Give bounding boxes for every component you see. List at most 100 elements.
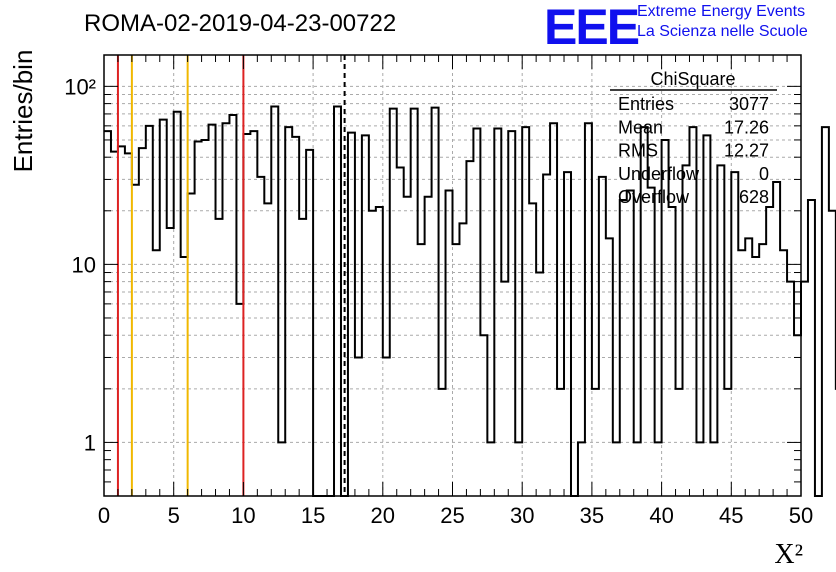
- histogram-bin: [780, 250, 787, 496]
- stats-value: 12.27: [724, 141, 769, 161]
- y-axis-label: Entries/bin: [8, 50, 38, 173]
- x-tick-label: 20: [371, 503, 395, 528]
- histogram-bin: [404, 197, 411, 496]
- logo-mark: EEE: [544, 0, 640, 55]
- histogram-bin: [634, 442, 641, 496]
- stats-label: RMS: [618, 141, 658, 161]
- reference-lines: [116, 55, 346, 496]
- x-tick-label: 50: [789, 503, 813, 528]
- x-tick-label: 5: [168, 503, 180, 528]
- histogram-bin: [773, 182, 780, 496]
- x-tick-label: 40: [649, 503, 673, 528]
- histogram-bin: [752, 257, 759, 496]
- histogram-bin: [348, 133, 355, 496]
- histogram-outline: [104, 105, 836, 497]
- histogram-bin: [111, 152, 118, 496]
- stats-label: Mean: [618, 117, 663, 137]
- histogram-bin: [250, 131, 257, 496]
- histogram-bin: [390, 109, 397, 496]
- histogram-bin: [432, 108, 439, 496]
- histogram-bin: [229, 115, 236, 496]
- histogram-bin: [167, 228, 174, 496]
- histogram-bin: [515, 442, 522, 496]
- histogram-bins: [104, 105, 836, 497]
- histogram-bin: [466, 161, 473, 496]
- histogram-bin: [153, 250, 160, 496]
- histogram-bin: [425, 197, 432, 496]
- logo-line-2: La Scienza nelle Scuole: [637, 23, 808, 40]
- x-tick-label: 35: [580, 503, 604, 528]
- histogram-bin: [738, 250, 745, 496]
- plot-title: ROMA-02-2019-04-23-00722: [84, 10, 397, 37]
- histogram-bin: [717, 165, 724, 496]
- histogram-bin: [648, 188, 655, 496]
- histogram-bin: [808, 200, 815, 496]
- x-tick-label: 10: [231, 503, 255, 528]
- x-axis-label: X²: [774, 539, 803, 570]
- histogram-bin: [480, 335, 487, 496]
- logo-line-1: Extreme Energy Events: [637, 3, 806, 20]
- histogram-bin: [745, 238, 752, 496]
- histogram-bin: [613, 442, 620, 496]
- stats-name: ChiSquare: [650, 69, 735, 89]
- stats-label: Underflow: [618, 164, 700, 184]
- histogram-bin: [536, 273, 543, 496]
- histogram-bin: [285, 127, 292, 496]
- x-tick-label: 30: [510, 503, 534, 528]
- histogram-bin: [146, 126, 153, 496]
- histogram-bin: [599, 177, 606, 496]
- histogram-bin: [766, 207, 773, 496]
- x-tick-label: 0: [98, 503, 110, 528]
- stats-value: 628: [739, 187, 769, 207]
- histogram-bin: [487, 442, 494, 496]
- stats-label: Overflow: [618, 187, 690, 207]
- histogram-bin: [104, 131, 111, 496]
- histogram-bin: [306, 150, 313, 496]
- stats-box: ChiSquare Entries 3077 Mean 17.26 RMS 12.27 Und…: [610, 69, 777, 207]
- histogram-bin: [383, 357, 390, 496]
- histogram-bin: [710, 442, 717, 496]
- histogram-bin: [494, 128, 501, 496]
- histogram-bin: [118, 146, 125, 496]
- histogram-bin: [529, 203, 536, 496]
- histogram-bin: [683, 165, 690, 496]
- histogram-bin: [257, 177, 264, 496]
- histogram-bin: [822, 127, 829, 496]
- histogram-bin: [376, 207, 383, 496]
- histogram-bin: [271, 107, 278, 496]
- y-tick-label: 10: [72, 252, 96, 277]
- histogram-bin: [801, 282, 808, 496]
- histogram-bin: [334, 107, 341, 496]
- histogram-bin: [627, 191, 634, 496]
- x-tick-label: 25: [440, 503, 464, 528]
- histogram-bin: [578, 442, 585, 496]
- eee-logo: EEE Extreme Energy Events La Scienza nel…: [540, 0, 836, 55]
- histogram-bin: [655, 442, 662, 496]
- histogram-bin: [473, 128, 480, 496]
- histogram-bin: [606, 238, 613, 496]
- stats-value: 0: [759, 164, 769, 184]
- histogram-bin: [264, 203, 271, 496]
- histogram-bin: [209, 125, 216, 496]
- histogram-bin: [181, 257, 188, 496]
- histogram-bin: [236, 304, 243, 496]
- histogram-bin: [522, 127, 529, 496]
- histogram-bin: [132, 185, 139, 496]
- histogram-bin: [355, 357, 362, 496]
- histogram-bin: [731, 172, 738, 496]
- stats-label: Entries: [618, 94, 674, 114]
- histogram-bin: [508, 131, 515, 496]
- y-tick-label: 10²: [64, 74, 96, 99]
- histogram-bin: [397, 168, 404, 496]
- histogram-bin: [369, 211, 376, 496]
- histogram-bin: [829, 211, 836, 496]
- histogram-bin: [139, 148, 146, 496]
- histogram-bin: [696, 442, 703, 496]
- histogram-bin: [620, 200, 627, 496]
- histogram-bin: [446, 191, 453, 496]
- stats-value: 3077: [729, 94, 769, 114]
- histogram-bin: [411, 109, 418, 496]
- x-tick-label: 15: [301, 503, 325, 528]
- histogram-bin: [188, 194, 195, 496]
